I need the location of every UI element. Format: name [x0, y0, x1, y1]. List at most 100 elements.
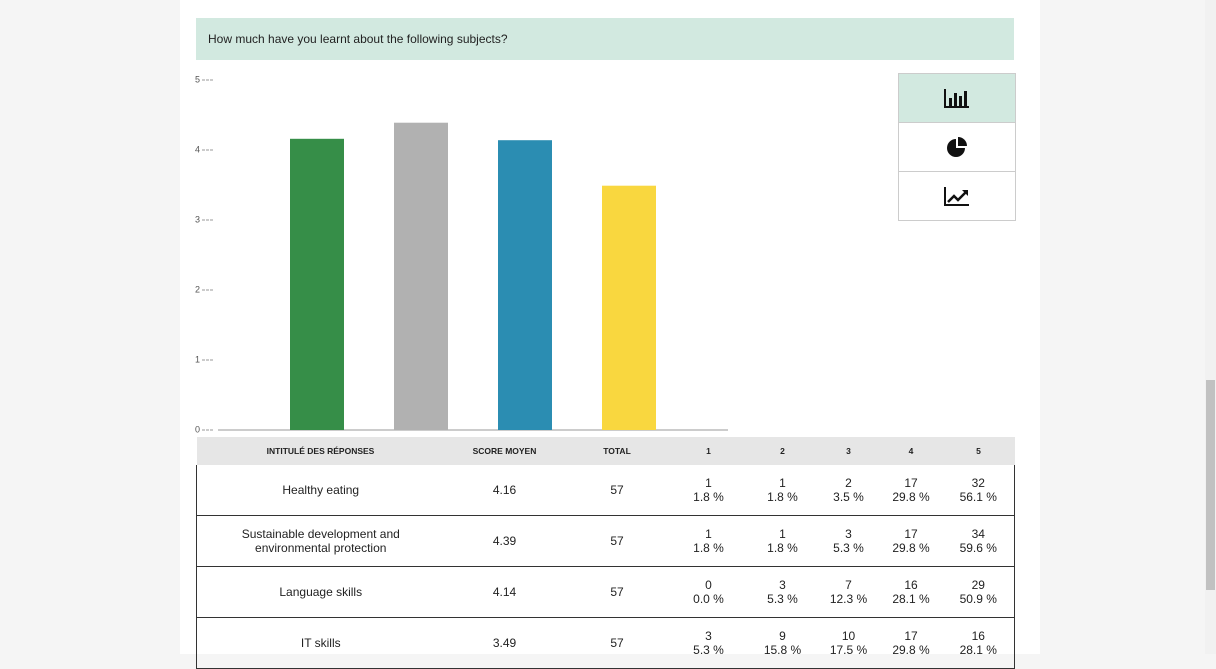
answer-label: Sustainable development and environmenta… [196, 515, 445, 567]
total-cell: 57 [564, 566, 670, 618]
rating-cell: 0 0.0 % [669, 566, 748, 618]
scroll-thumb[interactable] [1206, 380, 1215, 590]
rating-count: 3 [779, 578, 786, 592]
rating-percent: 15.8 % [763, 643, 802, 657]
rating-count: 9 [779, 629, 786, 643]
rating-cell: 17 29.8 % [879, 515, 943, 567]
column-header: 1 [669, 437, 748, 465]
rating-percent: 28.1 % [959, 643, 997, 657]
rating-count: 34 [971, 527, 985, 541]
rating-cell: 1 1.8 % [669, 515, 748, 567]
line-icon [944, 187, 969, 206]
bar [498, 140, 552, 430]
rating-percent: 5.3 % [767, 592, 798, 606]
line-chart-button[interactable] [899, 172, 1015, 220]
rating-cell: 2 3.5 % [817, 465, 880, 516]
rating-count: 10 [841, 629, 856, 643]
column-header: 4 [879, 437, 943, 465]
y-tick-label: 0 [195, 424, 200, 434]
rating-cell: 17 29.8 % [879, 617, 943, 669]
y-tick-label: 3 [195, 214, 200, 224]
rating-cell: 3 5.3 % [669, 617, 748, 669]
rating-cell: 7 12.3 % [817, 566, 880, 618]
rating-percent: 5.3 % [693, 643, 724, 657]
rating-percent: 1.8 % [767, 490, 798, 504]
rating-cell: 10 17.5 % [817, 617, 880, 669]
rating-percent: 1.8 % [693, 541, 724, 555]
rating-cell: 16 28.1 % [879, 566, 943, 618]
rating-count: 1 [779, 476, 786, 490]
rating-count: 17 [904, 476, 918, 490]
rating-cell: 34 59.6 % [942, 515, 1015, 567]
chart-type-switch [898, 73, 1016, 221]
rating-percent: 0.0 % [693, 592, 724, 606]
rating-percent: 29.8 % [892, 541, 930, 555]
rating-count: 29 [971, 578, 985, 592]
rating-percent: 59.6 % [959, 541, 997, 555]
rating-count: 3 [705, 629, 712, 643]
rating-count: 1 [779, 527, 786, 541]
scrollbar[interactable] [1205, 0, 1216, 654]
rating-percent: 3.5 % [833, 490, 864, 504]
rating-percent: 17.5 % [829, 643, 868, 657]
column-header: SCORE MOYEN [444, 437, 565, 465]
rating-percent: 50.9 % [959, 592, 997, 606]
score-cell: 4.16 [444, 465, 565, 516]
rating-cell: 3 5.3 % [817, 515, 880, 567]
rating-percent: 56.1 % [959, 490, 997, 504]
table-row: Healthy eating 4.16 57 1 1.8 % 1 1.8 % 2 3.5 % 17… [196, 465, 1015, 516]
pie-icon [947, 137, 967, 157]
y-tick-label: 2 [195, 284, 200, 294]
y-tick-label: 1 [195, 354, 200, 364]
question: How much have you learnt about the follo… [196, 18, 1014, 60]
column-header: 3 [817, 437, 880, 465]
answer-label: Healthy eating [196, 465, 445, 516]
rating-percent: 29.8 % [892, 490, 930, 504]
answer-label: IT skills [196, 617, 445, 669]
bar [602, 185, 656, 430]
table-row: Language skills 4.14 57 0 0.0 % 3 5.3 % 7 12.3 %… [196, 566, 1015, 618]
rating-percent: 29.8 % [892, 643, 930, 657]
rating-count: 1 [705, 527, 712, 541]
rating-percent: 1.8 % [767, 541, 798, 555]
rating-count: 17 [904, 629, 918, 643]
answer-label: Language skills [196, 566, 445, 618]
total-cell: 57 [564, 515, 670, 567]
score-cell: 4.14 [444, 566, 565, 618]
rating-cell: 1 1.8 % [747, 465, 818, 516]
rating-cell: 16 28.1 % [942, 617, 1015, 669]
chart: 0 1 2 3 4 5 [195, 74, 728, 434]
rating-count: 16 [971, 629, 985, 643]
column-header: INTITULÉ DES RÉPONSES [196, 437, 445, 465]
rating-percent: 28.1 % [892, 592, 930, 606]
table-row: Sustainable development and environmenta… [196, 515, 1015, 567]
y-tick-label: 4 [195, 144, 200, 154]
rating-count: 17 [904, 527, 918, 541]
bar [394, 122, 448, 430]
rating-count: 3 [845, 527, 852, 541]
score-cell: 3.49 [444, 617, 565, 669]
column-header: TOTAL [564, 437, 670, 465]
y-tick-label: 5 [195, 74, 200, 84]
content: How much have you learnt about the follo… [180, 0, 1040, 669]
bar-icon [944, 89, 969, 108]
rating-cell: 32 56.1 % [942, 465, 1015, 516]
bar-chart-button[interactable] [899, 74, 1015, 123]
rating-count: 1 [705, 476, 712, 490]
rating-count: 16 [904, 578, 918, 592]
total-cell: 57 [564, 465, 670, 516]
pie-chart-button[interactable] [899, 123, 1015, 172]
rating-percent: 5.3 % [833, 541, 864, 555]
results-table: INTITULÉ DES RÉPONSES SCORE MOYEN TOTAL 1 2 3… [196, 437, 1015, 669]
header-row: INTITULÉ DES RÉPONSES SCORE MOYEN TOTAL 1 2 3… [196, 437, 1015, 465]
rating-count: 32 [971, 476, 985, 490]
rating-cell: 3 5.3 % [747, 566, 818, 618]
bar [290, 138, 344, 431]
rating-count: 0 [705, 578, 712, 592]
rating-cell: 17 29.8 % [879, 465, 943, 516]
rating-percent: 12.3 % [829, 592, 868, 606]
score-cell: 4.39 [444, 515, 565, 567]
rating-count: 2 [845, 476, 852, 490]
page: How much have you learnt about the follo… [180, 0, 1216, 669]
rating-cell: 9 15.8 % [747, 617, 818, 669]
